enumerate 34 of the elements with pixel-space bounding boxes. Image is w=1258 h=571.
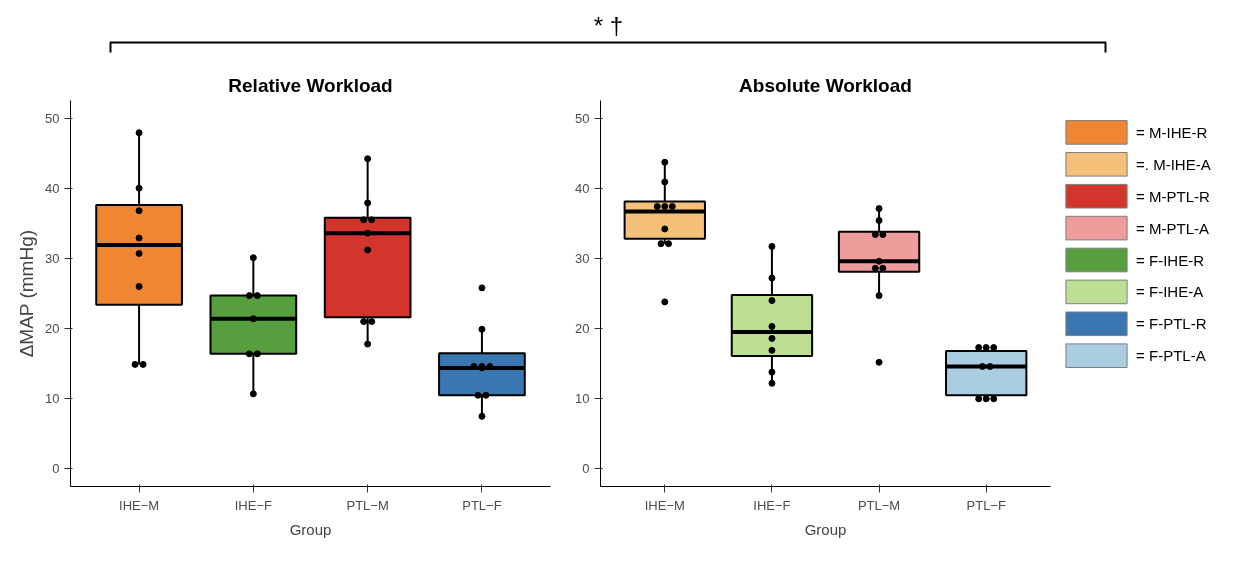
y-tick-label: 20 [45, 321, 60, 337]
y-tick-label: 10 [45, 391, 60, 407]
x-tick-label: IHE−M [119, 497, 160, 513]
y-tick-label: 10 [575, 391, 590, 407]
y-axis-title: ΔMAP (mmHg) [16, 229, 38, 358]
x-tick-label: IHE−F [234, 497, 273, 513]
y-tick-label: 50 [575, 110, 590, 126]
y-tick-label: 20 [575, 321, 590, 337]
category-label: = M-PTL-A [1136, 219, 1210, 237]
chart-title: Absolute Workload [739, 74, 912, 96]
x-tick-label: PTL−F [462, 497, 502, 513]
category-label: =. M-IHE-A [1136, 155, 1211, 173]
x-tick-label: IHE−F [753, 497, 791, 513]
y-tick-label: 30 [575, 250, 590, 266]
y-tick-label: 30 [45, 250, 60, 266]
x-tick-label: IHE−M [644, 497, 685, 513]
text: * † [593, 11, 624, 39]
y-tick-label: 50 [45, 110, 60, 126]
category-label: = F-PTL-A [1136, 347, 1206, 365]
category-label: = F-IHE-A [1136, 283, 1204, 301]
y-tick-label: 40 [45, 180, 60, 196]
x-axis-title: Group [289, 520, 332, 538]
category-label: = M-IHE-R [1136, 123, 1208, 141]
category-label: = M-PTL-R [1136, 187, 1211, 205]
y-tick-label: 0 [582, 461, 590, 477]
category-label: = F-PTL-R [1136, 315, 1207, 333]
x-tick-label: PTL−F [966, 497, 1006, 513]
x-tick-label: PTL−M [857, 497, 901, 513]
chart-title: Relative Workload [228, 74, 393, 96]
y-tick-label: 0 [52, 461, 60, 477]
y-tick-label: 40 [575, 180, 590, 196]
x-axis-title: Group [804, 520, 847, 538]
category-label: = F-IHE-R [1136, 251, 1205, 269]
x-tick-label: PTL−M [346, 497, 389, 513]
